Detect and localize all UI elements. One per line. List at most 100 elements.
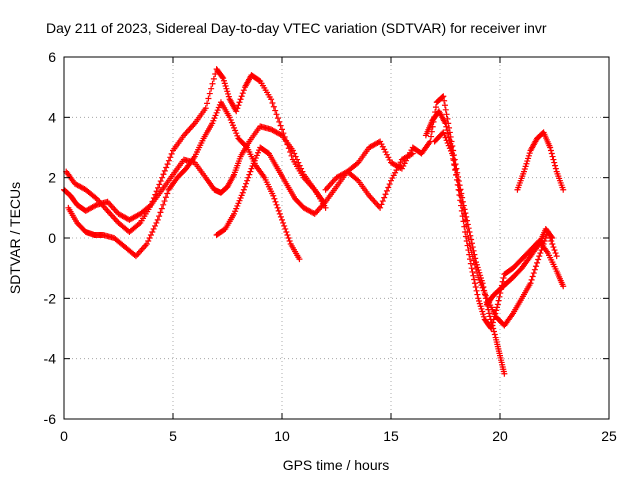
data-point-interp [549,241,556,248]
data-point-interp [238,192,245,199]
data-point-interp [269,100,276,107]
data-point-interp [443,123,450,130]
data-point-interp [469,268,476,275]
data-point-interp [149,198,156,205]
data-point [159,174,166,181]
data-point-interp [548,233,555,240]
y-tick-label: -6 [44,411,57,427]
data-point-interp [462,216,469,223]
data-point-interp [152,222,159,229]
data-point-interp [400,162,407,169]
data-point-interp [476,297,483,304]
data-point-interp [251,157,258,164]
data-point [475,274,482,281]
data-point-interp [479,284,486,291]
data-point-interp [479,308,486,315]
data-point-interp [256,77,263,84]
data-point-interp [205,95,212,102]
data-point-interp [272,107,279,114]
data-point-interp [445,133,452,140]
data-point [457,192,464,199]
data-point-interp [204,100,211,107]
data-point-interp [550,156,557,163]
y-tick-label: -4 [44,351,57,367]
data-point-interp [451,161,458,168]
data-point-interp [277,122,284,129]
data-point-interp [525,152,532,159]
data-point-interp [236,99,243,106]
data-point-interp [489,322,496,329]
data-point-interp [276,118,283,125]
data-point-interp [464,228,471,235]
data-point-interp [149,228,156,235]
data-point-interp [441,102,448,109]
data-point-interp [541,238,548,245]
data-point-interp [287,149,294,156]
data-point [520,168,527,175]
data-point-interp [530,270,537,277]
data-point [202,105,209,112]
data-point-interp [521,165,528,172]
data-point-interp [164,161,171,168]
data-point-interp [157,209,164,216]
data-point-interp [286,238,293,245]
data-point-interp [160,171,167,178]
data-point-interp [480,313,487,320]
data-point-interp [270,103,277,110]
data-point-interp [229,122,236,129]
x-tick-label: 5 [169,428,177,444]
data-point-interp [280,219,287,226]
data-point-interp [441,97,448,104]
data-point-interp [467,260,474,267]
data-point-interp [288,152,295,159]
data-point-interp [476,276,483,283]
data-point-interp [249,162,256,169]
data-point-interp [405,152,412,159]
data-point-interp [477,303,484,310]
data-point-interp [285,145,292,152]
data-point-interp [168,150,175,157]
data-point [296,256,303,263]
axis-ticks: 0 5 10 15 20 25 -6 -4 -2 0 2 4 6 [44,49,617,444]
x-tick-label: 20 [492,428,508,444]
data-point-interp [386,156,393,163]
data-point-interp [378,201,385,208]
data-point-interp [146,235,153,241]
data-point-interp [161,167,168,174]
data-point-interp [462,210,469,217]
data-point-interp [447,147,454,154]
data-point-interp [224,88,231,95]
data-point-interp [444,127,451,134]
data-points [61,66,567,377]
data-point-interp [477,279,484,286]
data-point [553,253,560,260]
data-point-interp [471,280,478,287]
data-point-interp [470,272,477,279]
data-point-interp [442,106,449,113]
data-point-interp [453,171,460,178]
data-point-interp [385,154,392,161]
data-point-interp [471,261,478,268]
series-track-g [431,129,560,329]
data-point-interp [465,235,472,241]
data-point-interp [428,133,435,140]
data-point-interp [240,186,247,193]
data-point-interp [456,187,463,194]
data-point-interp [163,164,170,171]
data-point [560,283,567,290]
data-point [279,216,285,223]
data-point-interp [551,159,558,166]
data-point-interp [463,238,470,245]
data-point [560,186,567,193]
data-point-interp [383,151,390,158]
data-point-interp [252,155,259,162]
data-point-interp [481,290,488,297]
data-point-interp [274,115,281,122]
data-point-interp [528,276,535,283]
chart-title: Day 211 of 2023, Sidereal Day-to-day VTE… [46,20,547,36]
data-point [409,150,416,157]
x-tick-label: 15 [383,428,399,444]
data-point [536,253,543,260]
data-point-interp [165,157,172,164]
